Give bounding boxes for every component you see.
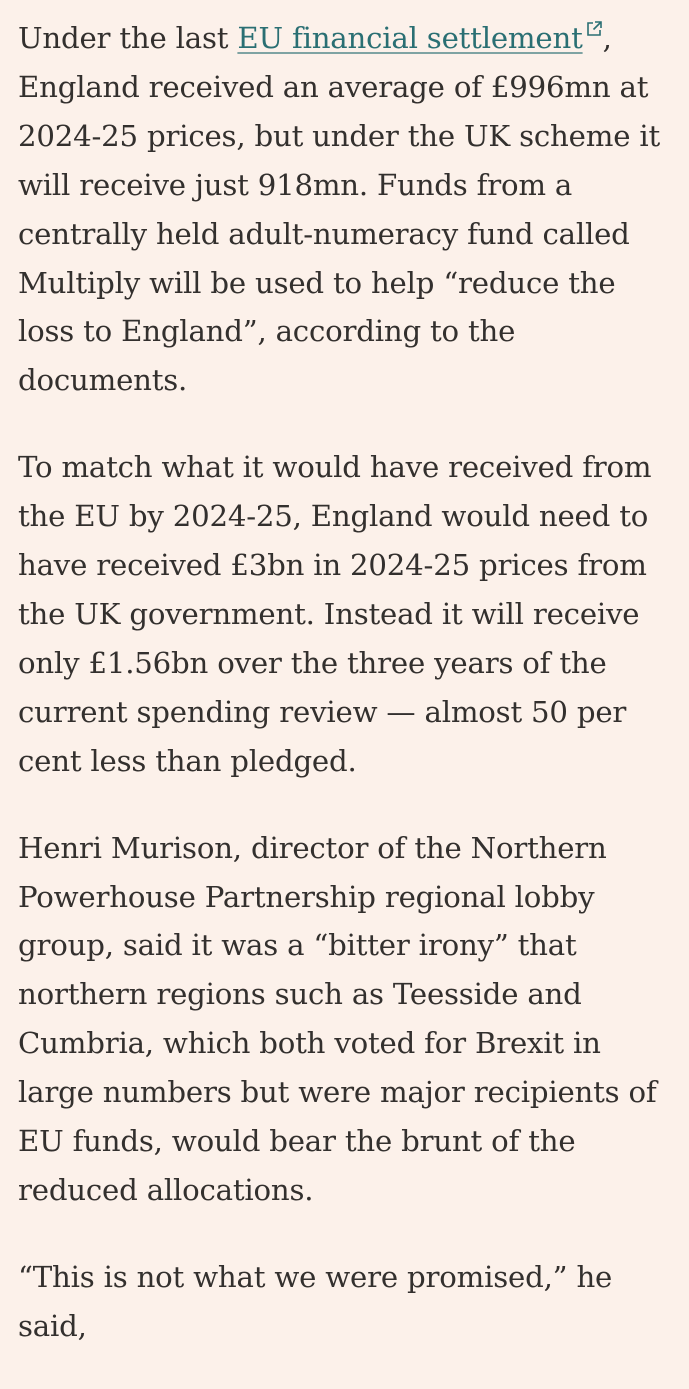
paragraph-1-lead: Under the last xyxy=(18,21,238,55)
paragraph-1: Under the last EU financial settlement, … xyxy=(18,14,678,405)
external-link-icon xyxy=(585,20,603,38)
article-body: Under the last EU financial settlement, … xyxy=(18,14,678,1389)
eu-financial-settlement-link[interactable]: EU financial settlement xyxy=(237,21,602,55)
paragraph-4: “This is not what we were promised,” he … xyxy=(18,1259,613,1343)
paragraph-1-rest: , England received an average of £996mn … xyxy=(18,21,661,398)
paragraph-3: Henri Murison, director of the Northern … xyxy=(18,830,657,1207)
link-text: EU financial settlement xyxy=(237,21,583,55)
paragraph-2: To match what it would have received fro… xyxy=(18,450,652,778)
